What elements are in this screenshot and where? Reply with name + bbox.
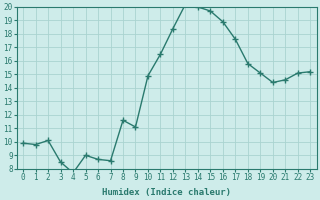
X-axis label: Humidex (Indice chaleur): Humidex (Indice chaleur) [102, 188, 231, 197]
